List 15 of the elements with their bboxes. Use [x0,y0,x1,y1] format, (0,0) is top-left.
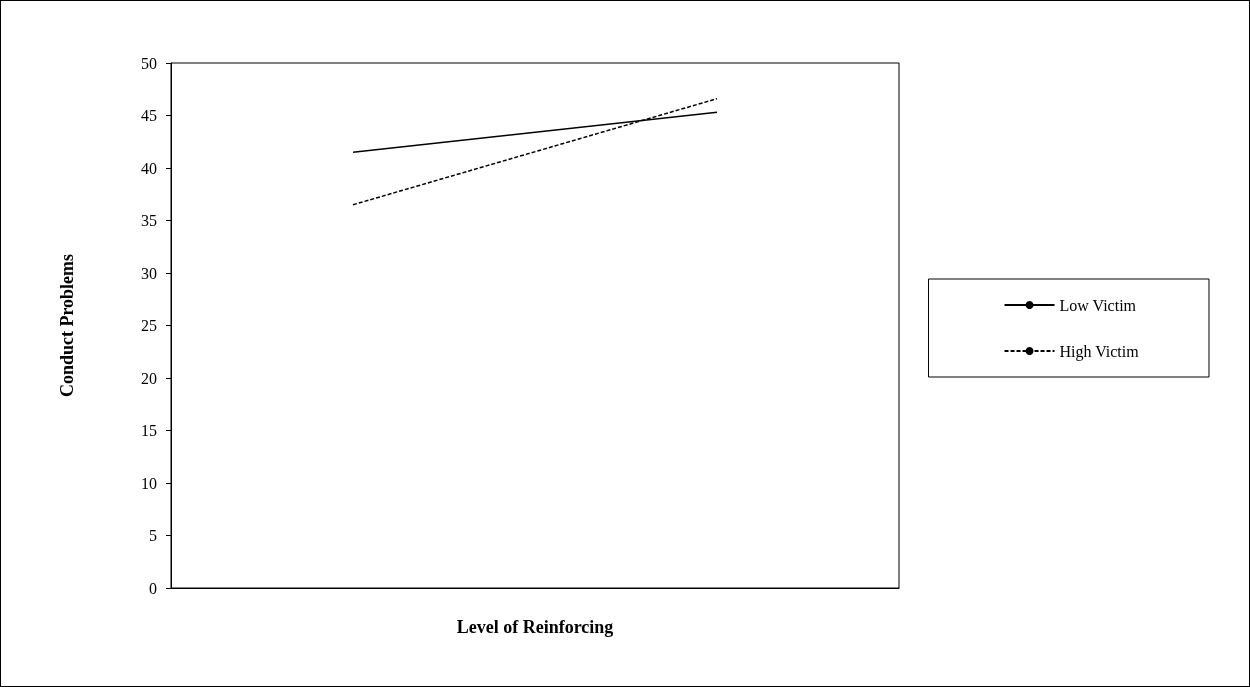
y-tick-label: 35 [141,212,157,229]
y-tick-label: 5 [149,527,157,544]
y-tick-label: 20 [141,369,157,387]
legend-label: Low Victim [1059,296,1137,314]
y-tick-label: 50 [141,54,157,72]
y-tick-label: 10 [141,474,157,492]
y-tick-label: 15 [141,422,157,439]
y-tick-label: 45 [141,107,157,124]
x-axis-title: Level of Reinforcing [456,617,614,637]
y-tick-label: 30 [141,264,157,282]
legend-label: High Victim [1059,342,1140,361]
y-axis-title: Conduct Problems [57,253,77,398]
y-tick-label: 40 [141,159,157,177]
y-tick-label: 25 [141,317,157,334]
y-tick-label: 0 [149,579,157,597]
